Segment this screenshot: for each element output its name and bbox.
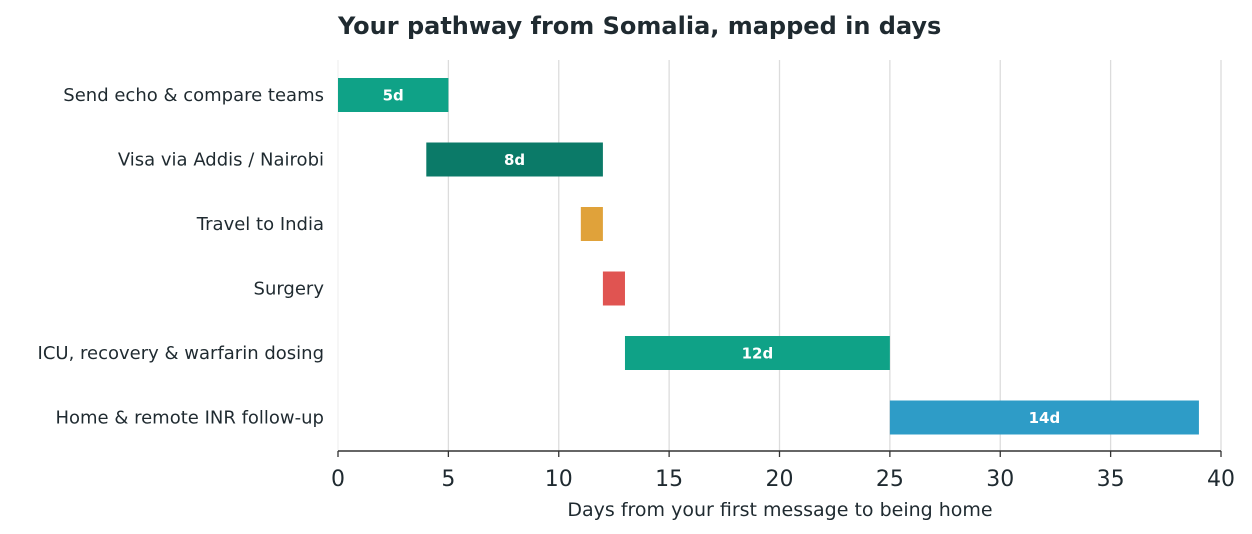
x-tick-label: 10 — [545, 467, 573, 492]
task-bar — [338, 78, 449, 112]
task-label: Surgery — [254, 279, 325, 300]
axis-layer: 0 5 10 15 20 25 30 35 40 Send echo & compare team… — [38, 85, 1235, 492]
task-bar — [889, 400, 1199, 435]
x-axis-title: Days from your first message to being ho… — [567, 499, 992, 521]
bar-duration-label: 14d — [1029, 409, 1061, 427]
task-label: Travel to India — [196, 214, 324, 235]
bar-duration-label: 8d — [504, 151, 525, 169]
bar-duration-label: 5d — [383, 87, 404, 105]
x-tick-label: 0 — [331, 467, 345, 492]
chart-title: Your pathway from Somalia, mapped in day… — [337, 12, 941, 40]
bar-layer: 5d 8d 12d 14d — [338, 78, 1199, 435]
task-label: Visa via Addis / Nairobi — [118, 150, 324, 171]
x-tick-label: 30 — [986, 467, 1014, 492]
x-tick-label: 35 — [1097, 467, 1125, 492]
task-bar — [580, 207, 603, 241]
task-label: ICU, recovery & warfarin dosing — [38, 343, 324, 364]
x-tick-label: 15 — [655, 467, 683, 492]
x-tick-label: 20 — [766, 467, 794, 492]
task-label: Home & remote INR follow-up — [55, 408, 324, 429]
x-tick-label: 40 — [1207, 467, 1235, 492]
bar-duration-label: 12d — [742, 345, 774, 363]
grid-layer — [337, 60, 1222, 451]
task-bar — [426, 142, 603, 177]
x-tick-label: 5 — [441, 467, 455, 492]
x-tick-label: 25 — [876, 467, 904, 492]
task-bar — [624, 336, 890, 370]
task-label: Send echo & compare teams — [63, 85, 324, 106]
task-bar — [602, 271, 625, 306]
